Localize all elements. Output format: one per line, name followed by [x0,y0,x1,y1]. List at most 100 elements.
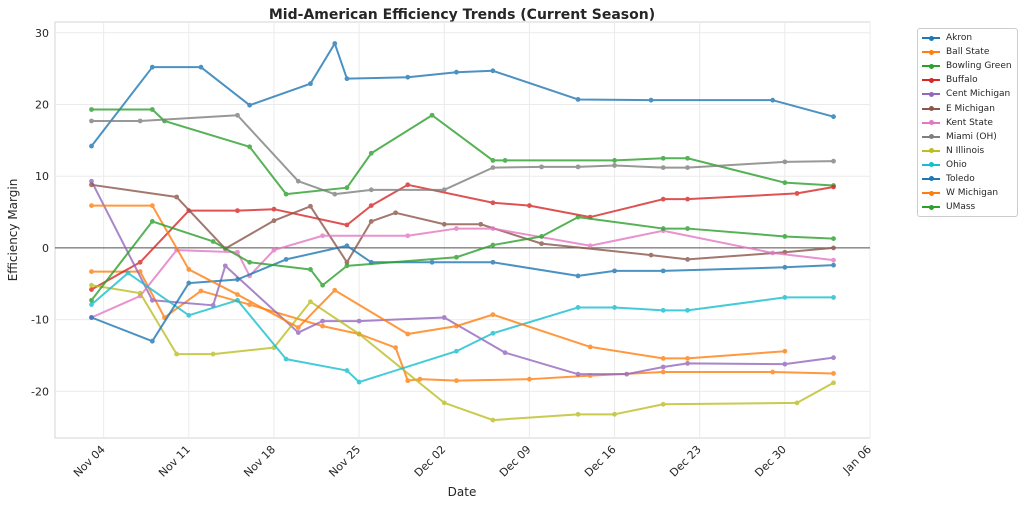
data-point [831,158,836,164]
data-point [454,323,459,329]
data-point [89,143,94,149]
legend-swatch-icon [922,33,940,43]
legend-label: Buffalo [946,75,978,86]
data-point [247,302,253,307]
data-point [149,107,155,112]
data-point [125,270,131,276]
data-point [344,263,350,269]
series-buffalo [89,182,836,292]
data-point [89,302,94,307]
data-point [782,361,788,367]
data-point [454,348,459,354]
x-tick-label: Nov 11 [156,443,193,480]
data-point [794,400,800,406]
x-tick-label: Nov 04 [71,443,108,480]
data-point [831,371,836,376]
data-point [660,369,666,375]
data-point [831,380,836,386]
data-point [174,351,180,357]
data-point [648,252,654,258]
data-point [149,218,155,224]
data-point [198,288,204,294]
data-point [186,267,192,272]
x-tick-label: Jan 06 [840,443,874,477]
data-point [454,69,459,75]
data-point [89,315,94,320]
data-point [685,257,690,262]
data-point [320,318,326,324]
data-point [575,97,581,102]
data-point [235,277,240,282]
data-point [490,68,496,74]
data-point [782,180,788,186]
legend-item: Akron [918,31,1017,45]
data-point [575,305,581,310]
plot-area [54,21,871,439]
data-point [575,411,581,417]
data-point [454,378,459,384]
data-point [490,158,496,163]
data-point [89,287,94,292]
data-point [210,239,216,244]
data-point [441,400,447,406]
legend-item: Miami (OH) [918,130,1017,144]
data-point [356,331,362,337]
data-point [502,158,508,163]
data-point [660,355,666,361]
data-point [660,401,666,407]
data-point [89,282,94,288]
data-point [612,411,617,417]
data-point [539,234,544,239]
data-point [441,187,447,193]
data-point [770,369,776,375]
data-point [368,218,374,224]
legend-item: UMass [918,200,1017,214]
data-point [271,218,277,224]
data-point [344,76,350,82]
x-tick-label: Dec 23 [667,443,704,480]
data-point [575,214,581,220]
data-point [490,242,496,248]
data-point [247,144,253,150]
x-tick-label: Dec 30 [752,443,789,480]
data-point [831,245,836,251]
data-point [308,299,313,305]
data-point [624,371,630,377]
x-tick-label: Dec 09 [497,443,534,480]
data-point [89,118,94,124]
legend-swatch-icon [922,202,940,212]
legend-swatch-icon [922,75,940,85]
data-point [660,307,666,313]
data-point [320,323,326,329]
legend-label: Ohio [946,159,967,170]
data-point [587,243,593,249]
series-ohio [89,270,836,385]
data-point [587,344,593,350]
data-point [575,164,581,170]
data-point [271,206,277,212]
legend-swatch-icon [922,118,940,128]
data-point [332,191,338,197]
data-point [539,164,544,170]
legend-item: N Illinois [918,144,1017,158]
data-point [539,241,544,247]
data-point [320,233,326,239]
data-point [454,226,459,231]
data-point [490,165,496,171]
series-group [89,41,836,423]
data-point [660,364,666,370]
data-point [527,203,532,209]
grid-lines [55,22,871,438]
data-point [831,257,836,263]
legend-label: E Michigan [946,103,995,114]
x-tick-label: Dec 02 [412,443,449,480]
data-point [344,185,350,191]
data-point [660,196,666,202]
legend-item: Kent State [918,116,1017,130]
legend-label: Bowling Green [946,61,1012,72]
data-point [222,263,228,269]
data-point [235,249,240,255]
legend-label: Cent Michigan [946,89,1011,100]
data-point [490,417,496,423]
data-point [344,259,350,265]
